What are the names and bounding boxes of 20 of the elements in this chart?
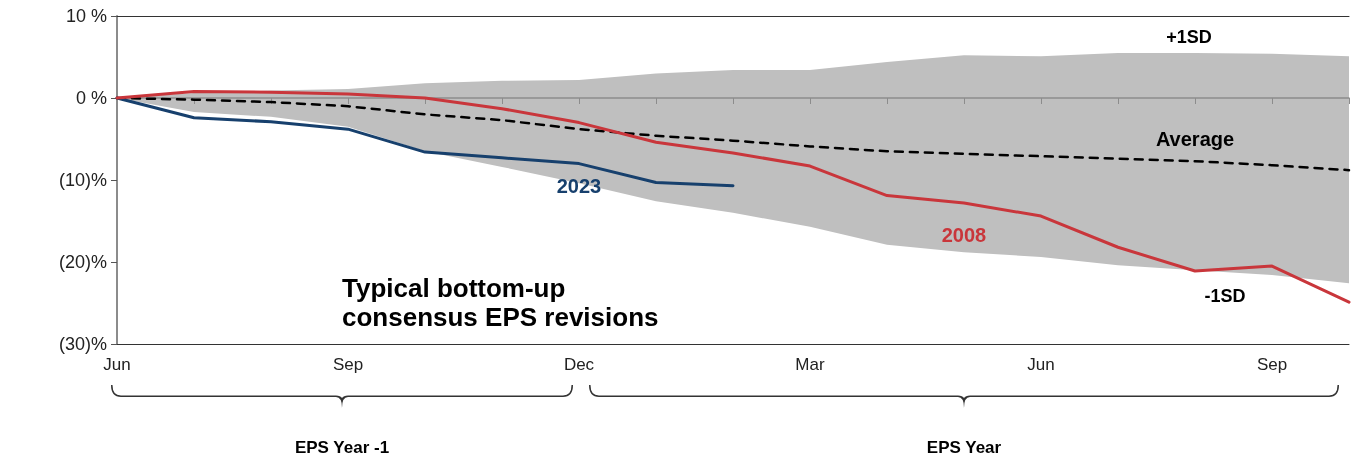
text: EPS Year -1 xyxy=(294,438,390,457)
line-series xyxy=(115,89,1351,304)
series-label: Average xyxy=(1155,128,1235,151)
text: Typical bottom-up consensus EPS revisions xyxy=(342,272,659,332)
x-tick-label: Dec xyxy=(563,355,595,374)
x-tick-label: Jun xyxy=(103,355,131,374)
x-tick-label: Sep xyxy=(1256,355,1288,374)
y-tick-label: (10)% xyxy=(58,170,107,190)
annotation: -1SD xyxy=(1204,286,1246,307)
text: EPS Year xyxy=(926,438,1002,457)
y-tick-label: 10 % xyxy=(65,6,107,26)
x-tick-label: Jun xyxy=(1027,355,1055,374)
y-tick-label: 0 % xyxy=(75,88,107,108)
x-tick-label: Sep xyxy=(332,355,364,374)
y-tick-label: (20)% xyxy=(58,252,107,272)
series-label: 2023 xyxy=(556,174,602,197)
series-label: 2008 xyxy=(941,223,987,246)
x-tick-label: Mar xyxy=(795,355,825,374)
annotation: +1SD xyxy=(1166,26,1212,47)
y-tick-label: (30)% xyxy=(58,334,107,354)
